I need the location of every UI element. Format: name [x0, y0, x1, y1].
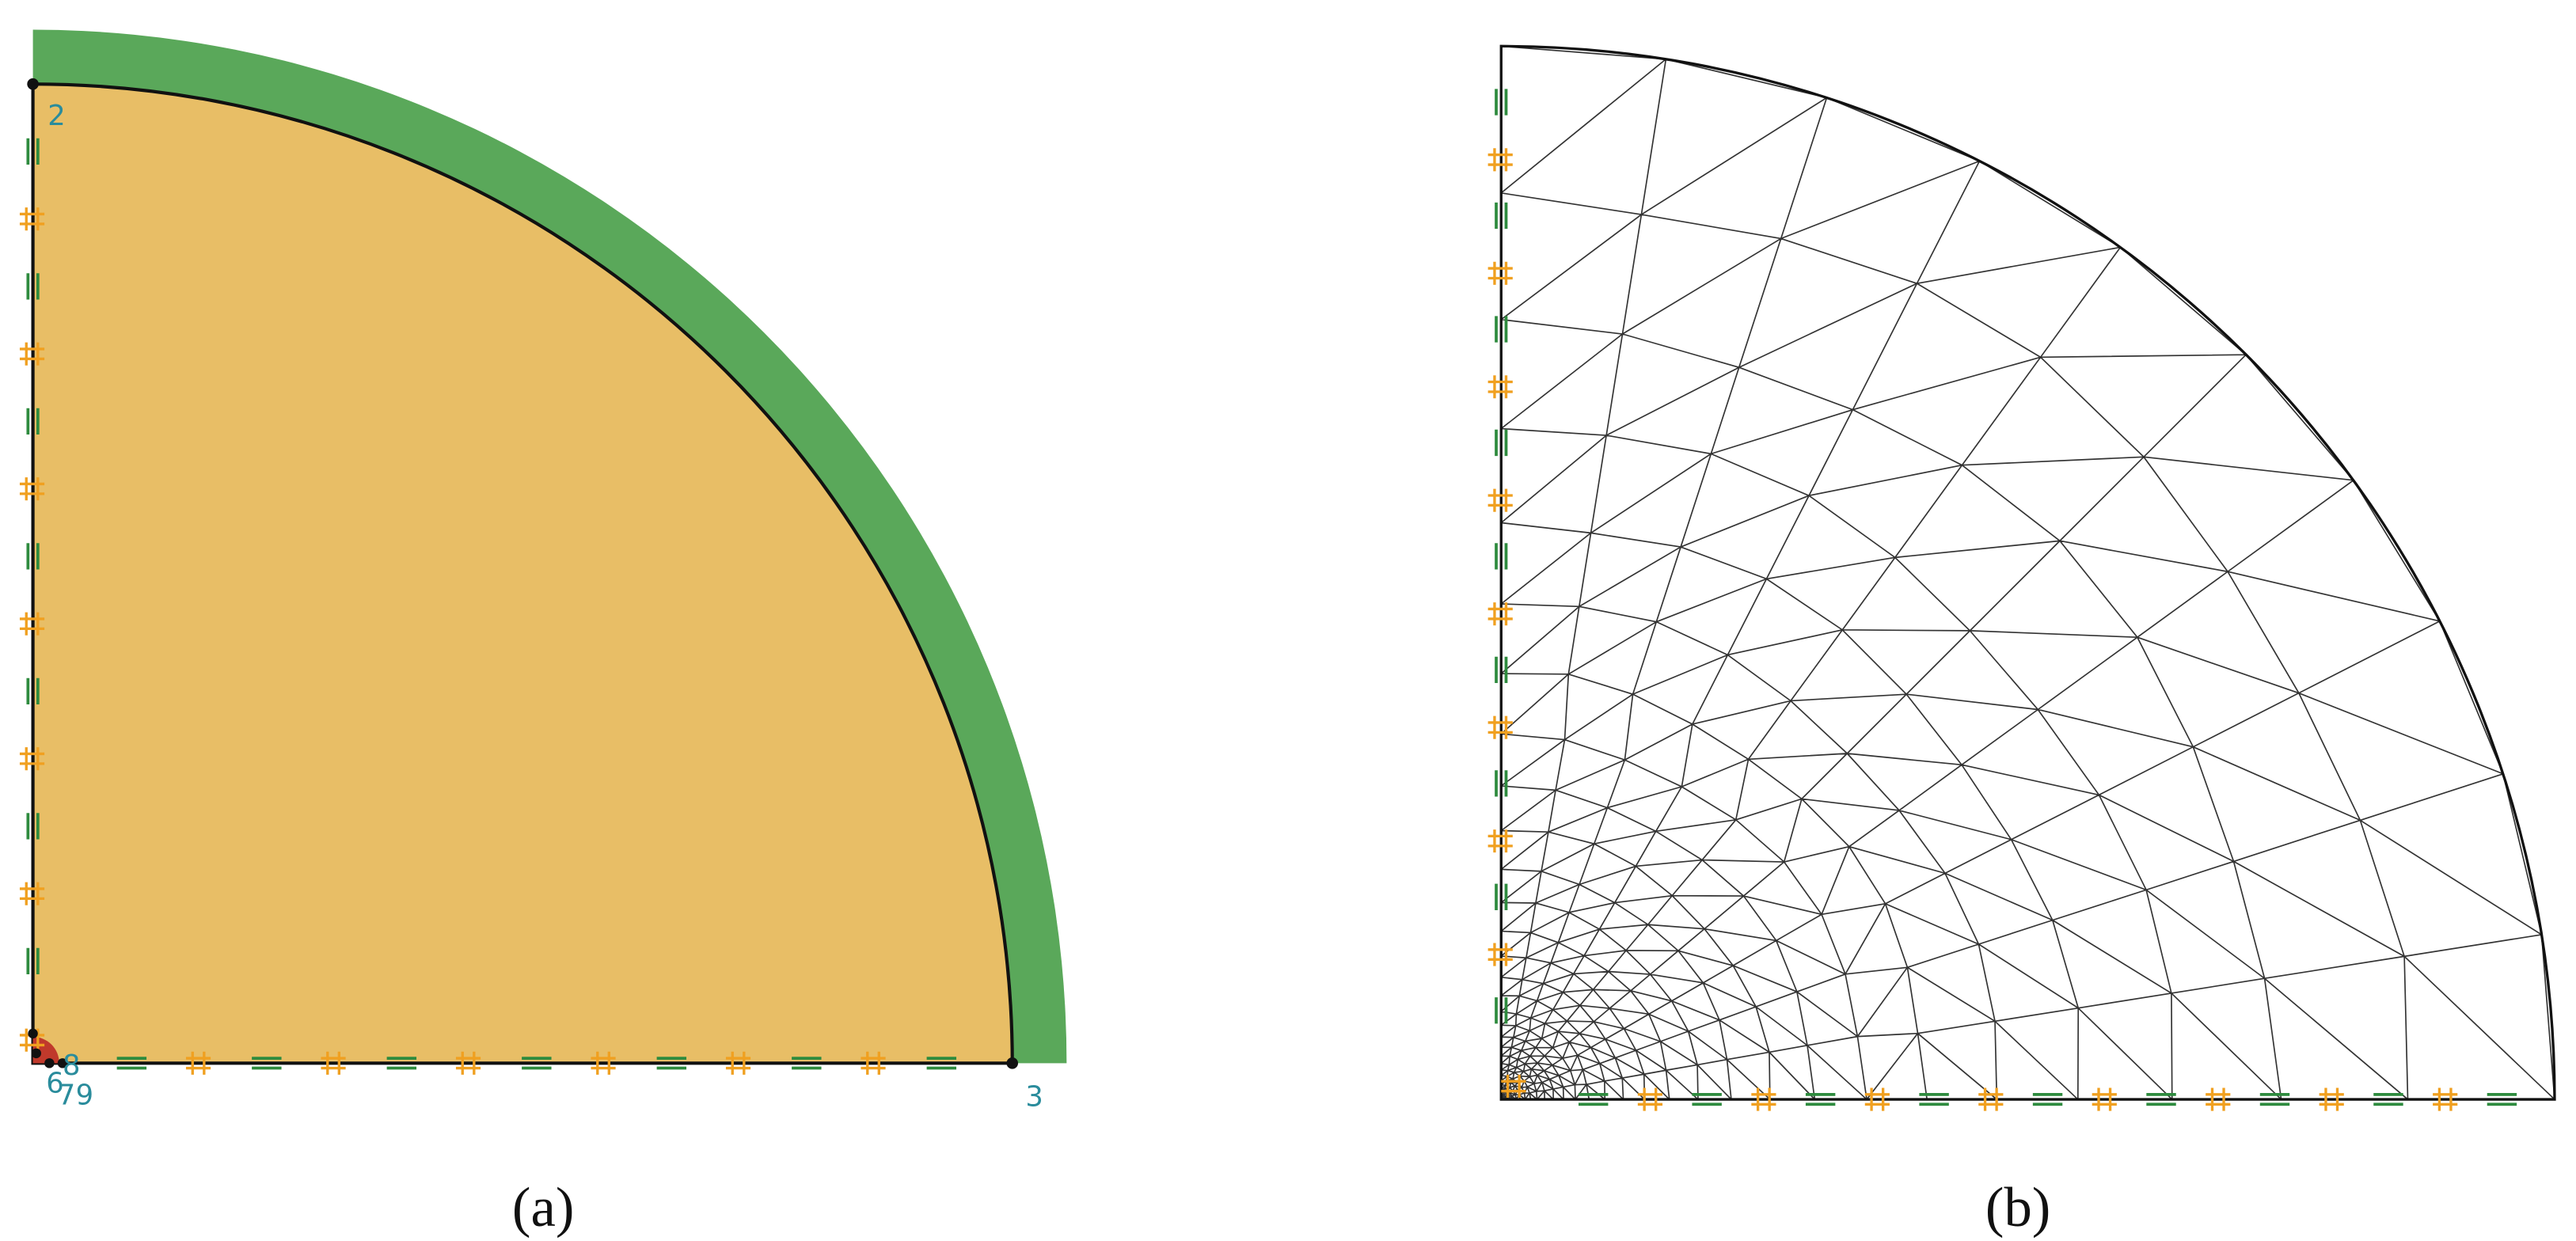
symmetry-mark — [1487, 943, 1513, 966]
roller-mark — [26, 947, 40, 975]
mesh-edges — [1500, 45, 2555, 1100]
symmetry-mark — [1637, 1087, 1663, 1111]
symmetry-mark — [19, 882, 45, 905]
panel-b: (b) — [1487, 44, 2556, 1239]
roller-mark — [386, 1057, 417, 1070]
roller-mark — [26, 813, 40, 840]
roller-mark — [116, 1057, 147, 1070]
symmetry-mark — [19, 207, 45, 231]
node-dot — [44, 1058, 55, 1068]
roller-mark — [26, 273, 40, 300]
domain — [31, 82, 1014, 1065]
symmetry-mark — [19, 747, 45, 771]
symmetry-mark — [1487, 715, 1513, 739]
node-label: 3 — [1025, 1080, 1043, 1113]
symmetry-mark — [19, 477, 45, 501]
roller-mark — [1805, 1092, 1836, 1106]
symmetry-mark — [725, 1051, 751, 1075]
symmetry-mark — [2319, 1087, 2344, 1111]
symmetry-mark — [2092, 1087, 2117, 1111]
caption: (b) — [1985, 1177, 2050, 1239]
roller-mark — [2032, 1092, 2063, 1106]
roller-mark — [26, 138, 40, 165]
roller-mark — [1495, 202, 1508, 230]
roller-mark — [26, 543, 40, 570]
node-dot — [31, 1048, 41, 1059]
symmetry-mark — [1487, 375, 1513, 399]
mesh-boundary — [1499, 44, 2556, 1101]
symmetry-mark — [2206, 1087, 2231, 1111]
roller-mark — [1495, 770, 1508, 797]
symmetry-mark — [19, 612, 45, 636]
symmetry-mark — [321, 1051, 346, 1075]
roller-mark — [1495, 997, 1508, 1024]
mesh — [1500, 45, 2555, 1100]
symmetry-mark — [1487, 488, 1513, 512]
roller-mark — [26, 677, 40, 705]
symmetry-mark — [19, 342, 45, 366]
symmetry-mark — [1751, 1087, 1776, 1111]
node-label: 8 — [63, 1049, 80, 1082]
roller-mark — [1495, 883, 1508, 910]
symmetry-mark — [861, 1051, 886, 1075]
symmetry-mark — [1487, 261, 1513, 285]
symmetry-mark — [1864, 1087, 1890, 1111]
node-dot — [28, 1028, 38, 1039]
roller-mark — [1495, 543, 1508, 570]
node-dot — [27, 78, 39, 90]
symmetry-mark — [455, 1051, 481, 1075]
roller-mark — [1495, 429, 1508, 457]
roller-mark — [1495, 316, 1508, 343]
panel-a: 2 3 6 7 8 9 (a) — [19, 29, 1067, 1239]
roller-mark — [656, 1057, 687, 1070]
symmetry-mark — [1501, 1074, 1526, 1098]
symmetry-mark — [2433, 1087, 2458, 1111]
boundary-markers — [19, 138, 957, 1075]
roller-mark — [1495, 656, 1508, 684]
node-label: 2 — [47, 100, 65, 132]
symmetry-mark — [1487, 829, 1513, 853]
roller-mark — [2146, 1092, 2176, 1106]
roller-mark — [2373, 1092, 2403, 1106]
symmetry-mark — [19, 1028, 45, 1052]
roller-mark — [26, 408, 40, 435]
roller-mark — [2259, 1092, 2290, 1106]
node-dot — [57, 1058, 68, 1068]
node-label: 7 — [58, 1079, 75, 1111]
roller-mark — [926, 1057, 957, 1070]
symmetry-mark — [185, 1051, 211, 1075]
roller-mark — [252, 1057, 282, 1070]
boundary-markers — [1487, 89, 2517, 1111]
node-dot — [1006, 1057, 1019, 1069]
roller-mark — [1919, 1092, 1949, 1106]
symmetry-mark — [1978, 1087, 2004, 1111]
symmetry-mark — [1487, 602, 1513, 626]
node-label: 9 — [76, 1079, 93, 1111]
roller-mark — [1578, 1092, 1609, 1106]
roller-mark — [522, 1057, 552, 1070]
roller-mark — [1692, 1092, 1722, 1106]
roller-mark — [1495, 89, 1508, 116]
node-label: 6 — [46, 1068, 63, 1100]
caption: (a) — [512, 1177, 574, 1239]
symmetry-mark — [591, 1051, 616, 1075]
roller-mark — [792, 1057, 822, 1070]
roller-mark — [2487, 1092, 2517, 1106]
symmetry-mark — [1487, 148, 1513, 172]
